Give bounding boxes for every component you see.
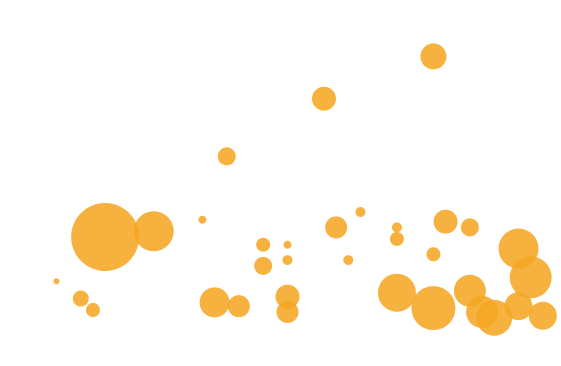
bubble-layer [53, 43, 557, 336]
bubble-point-20[interactable] [53, 278, 60, 285]
bubble-point-27[interactable] [377, 273, 416, 312]
bubble-point-22[interactable] [85, 303, 100, 318]
bubble-point-6[interactable] [355, 207, 366, 218]
bubble-point-24[interactable] [227, 295, 250, 318]
bubble-point-4[interactable] [133, 211, 174, 252]
bubble-point-9[interactable] [389, 231, 404, 246]
bubble-point-8[interactable] [391, 222, 402, 233]
bubble-point-1[interactable] [311, 86, 336, 111]
bubble-point-3[interactable] [71, 203, 140, 272]
bubble-point-7[interactable] [325, 216, 348, 239]
bubble-point-21[interactable] [72, 290, 89, 307]
bubble-point-5[interactable] [198, 215, 207, 224]
bubble-point-0[interactable] [420, 43, 447, 70]
bubble-point-12[interactable] [256, 237, 271, 252]
bubble-point-15[interactable] [282, 255, 293, 266]
bubble-point-19[interactable] [509, 256, 552, 299]
bubble-point-26[interactable] [276, 300, 299, 323]
bubble-point-10[interactable] [433, 209, 458, 234]
bubble-point-25[interactable] [275, 284, 300, 309]
bubble-point-23[interactable] [199, 287, 230, 318]
bubble-point-11[interactable] [460, 218, 479, 237]
bubble-point-16[interactable] [343, 255, 354, 266]
bubble-point-33[interactable] [528, 301, 557, 330]
bubble-point-14[interactable] [254, 256, 273, 275]
bubble-point-13[interactable] [283, 240, 292, 249]
bubble-point-28[interactable] [411, 286, 456, 331]
bubble-point-2[interactable] [217, 147, 236, 166]
bubble-point-17[interactable] [426, 247, 441, 262]
bubble-point-31[interactable] [476, 299, 513, 336]
bubble-point-32[interactable] [504, 292, 533, 321]
